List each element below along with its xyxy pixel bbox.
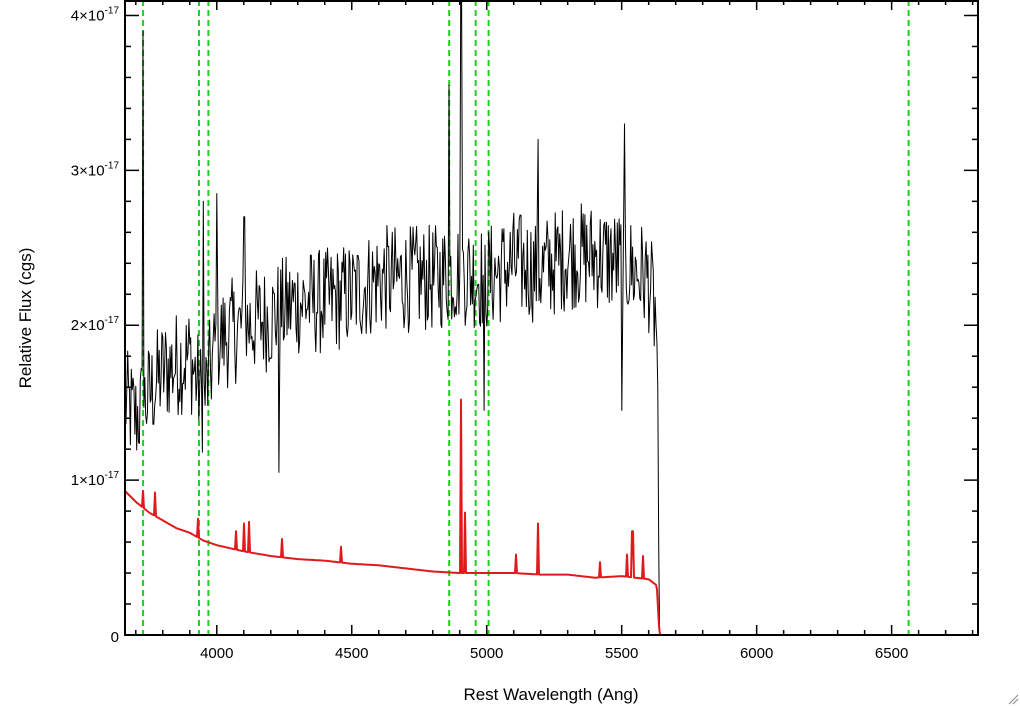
y-tick-label: 0 bbox=[111, 629, 119, 646]
y-tick-label: 1×10-17 bbox=[71, 470, 120, 489]
y-tick-label: 2×10-17 bbox=[71, 315, 120, 334]
y-tick-label: 4×10-17 bbox=[71, 5, 120, 24]
x-axis-title: Rest Wavelength (Ang) bbox=[463, 685, 638, 704]
y-axis-title: Relative Flux (cgs) bbox=[16, 248, 35, 389]
error-series-line bbox=[124, 398, 978, 636]
spectrum-series-line bbox=[124, 0, 978, 636]
x-tick-label: 4500 bbox=[335, 645, 368, 662]
plot-frame bbox=[124, 0, 979, 636]
x-tick-label: 6500 bbox=[875, 645, 908, 662]
y-axis: 0 1×10-17 2×10-17 3×10-17 4×10-17 bbox=[71, 5, 978, 646]
x-tick-label: 5000 bbox=[470, 645, 503, 662]
y-tick-label: 3×10-17 bbox=[71, 160, 120, 179]
x-tick-label: 5500 bbox=[605, 645, 638, 662]
x-tick-label: 6000 bbox=[740, 645, 773, 662]
x-axis: 4000 4500 5000 5500 6000 6500 bbox=[135, 0, 974, 662]
x-tick-label: 4000 bbox=[200, 645, 233, 662]
resize-grip-icon[interactable] bbox=[1008, 694, 1019, 705]
series-layer bbox=[124, 0, 978, 636]
